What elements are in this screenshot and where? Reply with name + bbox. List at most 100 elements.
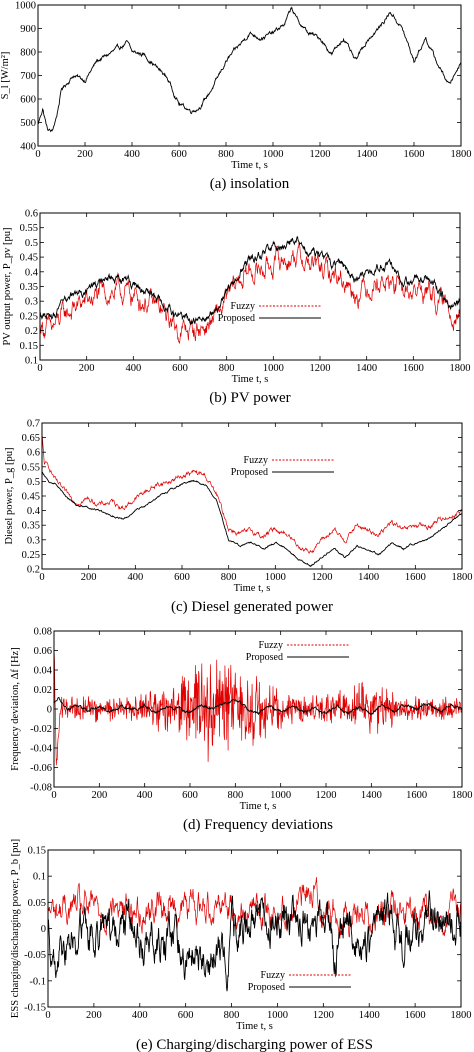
legend-label: Proposed xyxy=(248,982,285,993)
chart-b: 0 200 400 600 800 1000 1200 1400 1600 1800 0.1 0.15… xyxy=(2,209,471,407)
legend-label: Proposed xyxy=(218,313,255,324)
x-tick-label: 1000 xyxy=(270,790,291,801)
y-tick-label: 0.45 xyxy=(22,492,40,503)
y-tick-label: 0.4 xyxy=(27,506,41,517)
y-tick-label: 600 xyxy=(20,95,36,106)
y-tick-label: 0.55 xyxy=(22,462,40,473)
y-tick-label: -0.1 xyxy=(29,976,46,987)
x-tick-label: 400 xyxy=(124,149,140,160)
x-tick-label: 1800 xyxy=(452,790,473,801)
x-axis-label: Time t, s xyxy=(240,801,277,812)
x-tick-label: 1800 xyxy=(451,1010,472,1021)
y-tick-label: 0.15 xyxy=(20,341,38,352)
y-tick-label: 0.2 xyxy=(27,565,40,576)
x-tick-label: 200 xyxy=(81,572,97,583)
x-tick-label: 1600 xyxy=(403,363,424,374)
y-tick-label: 0.1 xyxy=(25,356,38,367)
x-tick-label: 1200 xyxy=(310,149,331,160)
legend-label: Fuzzy xyxy=(261,970,285,981)
y-tick-label: 900 xyxy=(20,24,36,35)
y-tick-label: 0.55 xyxy=(20,223,38,234)
y-tick-label: 0.3 xyxy=(25,297,38,308)
y-tick-label: 0.02 xyxy=(34,685,52,696)
y-axis-label: ESS charging/discharging power, P_b [pu] xyxy=(10,839,21,1018)
x-tick-label: 800 xyxy=(219,363,235,374)
x-tick-label: 0 xyxy=(37,363,42,374)
x-tick-label: 1200 xyxy=(310,363,331,374)
x-tick-label: 1800 xyxy=(452,572,473,583)
chart-caption: (b) PV power xyxy=(209,390,290,406)
x-tick-label: 600 xyxy=(171,149,187,160)
series-fuzzy xyxy=(42,433,462,554)
y-tick-label: 0.3 xyxy=(27,535,40,546)
x-tick-label: 200 xyxy=(79,363,95,374)
y-tick-label: 0.25 xyxy=(22,550,40,561)
x-tick-label: 600 xyxy=(178,1010,194,1021)
y-tick-label: 0.35 xyxy=(22,521,40,532)
y-tick-label: 0 xyxy=(47,705,52,716)
y-tick-label: 0.25 xyxy=(20,311,38,322)
x-tick-label: 400 xyxy=(125,363,141,374)
series-proposed xyxy=(40,236,460,325)
x-axis-label: Time t, s xyxy=(234,583,271,594)
x-tick-label: 800 xyxy=(218,149,234,160)
chart-caption: (d) Frequency deviations xyxy=(183,817,333,833)
chart-caption: (c) Diesel generated power xyxy=(171,599,333,615)
y-tick-label: 0.08 xyxy=(34,627,52,638)
x-tick-label: 1600 xyxy=(404,149,425,160)
y-tick-label: -0.06 xyxy=(30,763,52,774)
x-axis-label: Time t, s xyxy=(236,1021,273,1032)
y-tick-label: 0.65 xyxy=(22,433,40,444)
x-tick-label: 1000 xyxy=(267,1010,288,1021)
x-axis-label: Time t, s xyxy=(231,160,268,171)
series-line xyxy=(38,6,461,133)
y-axis-label: Frequency deviation, Δf [Hz] xyxy=(10,647,21,770)
y-tick-label: 800 xyxy=(20,48,36,59)
x-tick-label: 1400 xyxy=(361,790,382,801)
y-tick-label: -0.15 xyxy=(24,1003,46,1014)
y-tick-label: 500 xyxy=(20,118,36,129)
x-tick-label: 400 xyxy=(132,1010,148,1021)
x-tick-label: 0 xyxy=(39,572,44,583)
x-tick-label: 0 xyxy=(51,790,56,801)
x-tick-label: 600 xyxy=(182,790,198,801)
chart-caption: (e) Charging/discharging power of ESS xyxy=(136,1037,373,1052)
y-tick-label: 0.6 xyxy=(25,209,38,220)
x-tick-label: 0 xyxy=(35,149,40,160)
y-tick-label: -0.02 xyxy=(30,724,52,735)
x-tick-label: 1600 xyxy=(406,790,427,801)
x-tick-label: 1800 xyxy=(451,149,472,160)
series-fuzzy xyxy=(48,877,461,939)
x-tick-label: 600 xyxy=(172,363,188,374)
x-tick-label: 1400 xyxy=(359,1010,380,1021)
y-tick-label: -0.04 xyxy=(30,744,53,755)
y-tick-label: 0.2 xyxy=(25,326,38,337)
y-tick-label: 0.15 xyxy=(28,846,46,857)
x-tick-label: 400 xyxy=(127,572,143,583)
x-tick-label: 1400 xyxy=(358,572,379,583)
legend-label: Proposed xyxy=(231,467,268,478)
y-tick-label: 700 xyxy=(20,71,36,82)
x-tick-label: 800 xyxy=(227,790,243,801)
x-tick-label: 1200 xyxy=(312,572,333,583)
legend-label: Fuzzy xyxy=(231,301,255,312)
plot-frame xyxy=(37,4,462,147)
x-tick-label: 800 xyxy=(224,1010,240,1021)
x-tick-label: 0 xyxy=(45,1010,50,1021)
y-axis-label: PV output power, P_pv [pu] xyxy=(2,227,13,345)
legend-label: Proposed xyxy=(246,652,283,663)
y-tick-label: 1000 xyxy=(15,1,36,12)
y-tick-label: -0.08 xyxy=(30,783,52,794)
y-tick-label: -0.05 xyxy=(24,950,46,961)
y-tick-label: 400 xyxy=(20,142,36,153)
x-tick-label: 1600 xyxy=(405,1010,426,1021)
x-tick-label: 1000 xyxy=(263,363,284,374)
x-tick-label: 1800 xyxy=(450,363,471,374)
y-tick-label: 0.35 xyxy=(20,282,38,293)
chart-d: 0 200 400 600 800 1000 1200 1400 1600 1800 -0.08 -0… xyxy=(10,627,473,834)
y-tick-label: 0.06 xyxy=(34,646,52,657)
chart-caption: (a) insolation xyxy=(210,176,290,192)
x-tick-label: 600 xyxy=(174,572,190,583)
x-tick-label: 1000 xyxy=(265,572,286,583)
